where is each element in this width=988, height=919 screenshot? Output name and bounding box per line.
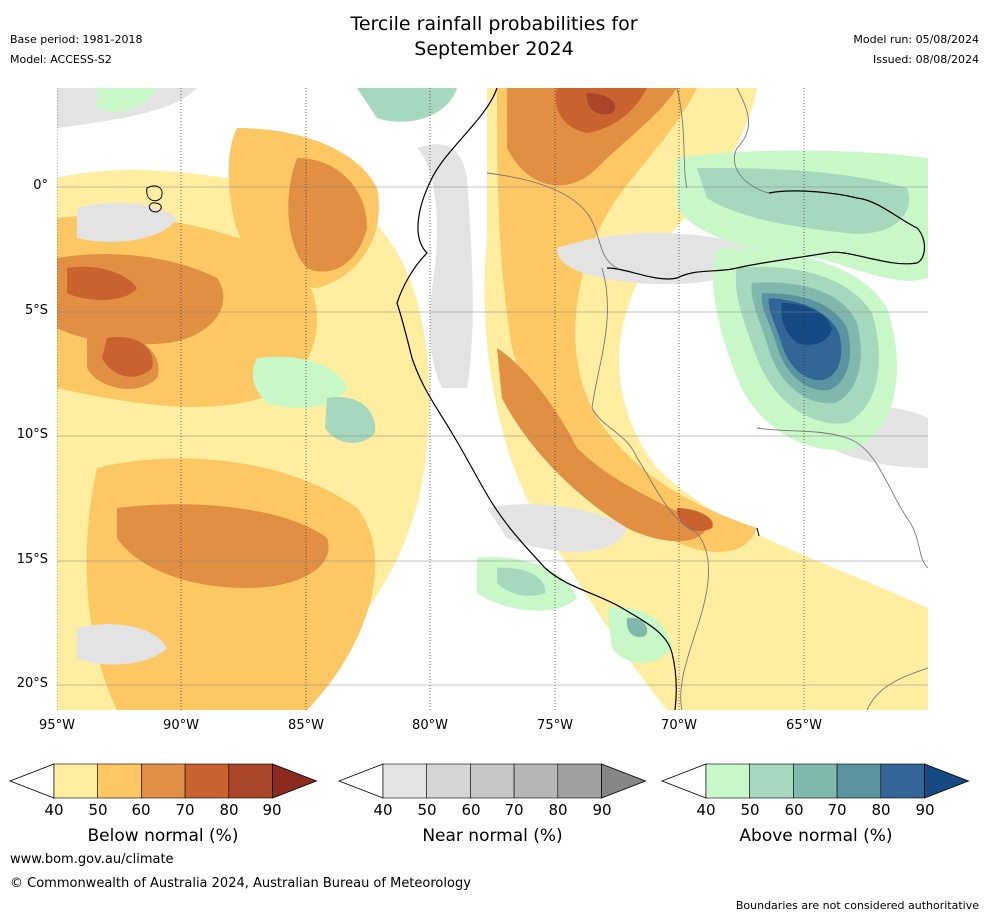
lon-label-4: 75°W <box>537 718 573 733</box>
cb-near-segment-1 <box>426 763 471 799</box>
cb-below-label: Below normal (%) <box>87 826 239 846</box>
cb-above-tick-1: 50 <box>740 801 760 819</box>
cb-below-high-extend <box>272 763 318 799</box>
cb-above-segment-4 <box>880 763 925 799</box>
cb-below-tick-1: 50 <box>88 801 108 819</box>
cb-above-segment-2 <box>793 763 838 799</box>
cb-below-tick-4: 80 <box>219 801 239 819</box>
cb-below-tick-2: 60 <box>131 801 151 819</box>
cb-below-tick-3: 70 <box>175 801 195 819</box>
cb-above-tick-2: 60 <box>784 801 804 819</box>
cb-above-tick-3: 70 <box>827 801 847 819</box>
cb-below-segment-1 <box>97 763 142 799</box>
cb-below-segment-3 <box>184 763 230 799</box>
lon-label-0: 95°W <box>39 718 75 733</box>
chart-title: Tercile rainfall probabilities for Septe… <box>0 12 988 62</box>
lat-label-2: 10°S <box>16 427 48 442</box>
cb-near-high-extend <box>601 763 647 799</box>
cb-near-tick-0: 40 <box>373 801 393 819</box>
cb-below-segment-0 <box>53 763 99 799</box>
cb-near-tick-3: 70 <box>504 801 524 819</box>
cb-near-segment-0 <box>382 763 428 799</box>
cb-near-tick-2: 60 <box>461 801 481 819</box>
issued-date: Issued: 08/08/2024 <box>872 53 979 66</box>
cb-above-segment-3 <box>836 763 882 799</box>
cb-above-label: Above normal (%) <box>739 826 893 846</box>
colorbar-svg <box>8 763 970 799</box>
cb-below-tick-0: 40 <box>44 801 64 819</box>
cb-below-low-extend <box>8 763 55 799</box>
copyright-text: © Commonwealth of Australia 2024, Austra… <box>10 876 471 891</box>
model-run: Model run: 05/08/2024 <box>853 33 979 46</box>
cb-above-tick-4: 80 <box>871 801 891 819</box>
lon-label-6: 65°W <box>786 718 822 733</box>
lat-label-4: 20°S <box>16 676 48 691</box>
cb-near-tick-5: 90 <box>592 801 612 819</box>
meta-right: Model run: 05/08/2024 Issued: 08/08/2024 <box>853 30 979 70</box>
lon-label-2: 85°W <box>288 718 324 733</box>
cb-near-segment-4 <box>557 763 602 799</box>
cb-near-label: Near normal (%) <box>422 826 563 846</box>
lat-label-0: 0° <box>33 178 48 193</box>
cb-below-tick-5: 90 <box>262 801 282 819</box>
cb-near-tick-1: 50 <box>417 801 437 819</box>
lat-label-3: 15°S <box>16 552 48 567</box>
cb-above-tick-5: 90 <box>915 801 935 819</box>
cb-near-low-extend <box>337 763 384 799</box>
title-line-1: Tercile rainfall probabilities for <box>350 13 638 35</box>
website-link[interactable]: www.bom.gov.au/climate <box>10 852 174 867</box>
cb-above-low-extend <box>660 763 707 799</box>
probability-map <box>57 88 928 710</box>
base-period: Base period: 1981-2018 <box>10 33 143 46</box>
cb-above-high-extend <box>924 763 970 799</box>
cb-below-segment-2 <box>141 763 186 799</box>
colorbar-area <box>0 760 988 800</box>
cb-near-segment-2 <box>470 763 515 799</box>
cb-above-tick-0: 40 <box>696 801 716 819</box>
map-svg <box>57 88 928 710</box>
lon-label-5: 70°W <box>661 718 697 733</box>
disclaimer-text: Boundaries are not considered authoritat… <box>735 899 979 912</box>
cb-below-segment-4 <box>228 763 273 799</box>
title-line-2: September 2024 <box>414 38 574 60</box>
cb-above-segment-0 <box>705 763 751 799</box>
lon-label-3: 80°W <box>412 718 448 733</box>
meta-left: Base period: 1981-2018 Model: ACCESS-S2 <box>10 30 142 70</box>
cb-above-segment-1 <box>749 763 794 799</box>
cb-near-tick-4: 80 <box>548 801 568 819</box>
lat-label-1: 5°S <box>24 303 48 318</box>
lon-label-1: 90°W <box>163 718 199 733</box>
model-name: Model: ACCESS-S2 <box>10 53 112 66</box>
cb-near-segment-3 <box>513 763 559 799</box>
